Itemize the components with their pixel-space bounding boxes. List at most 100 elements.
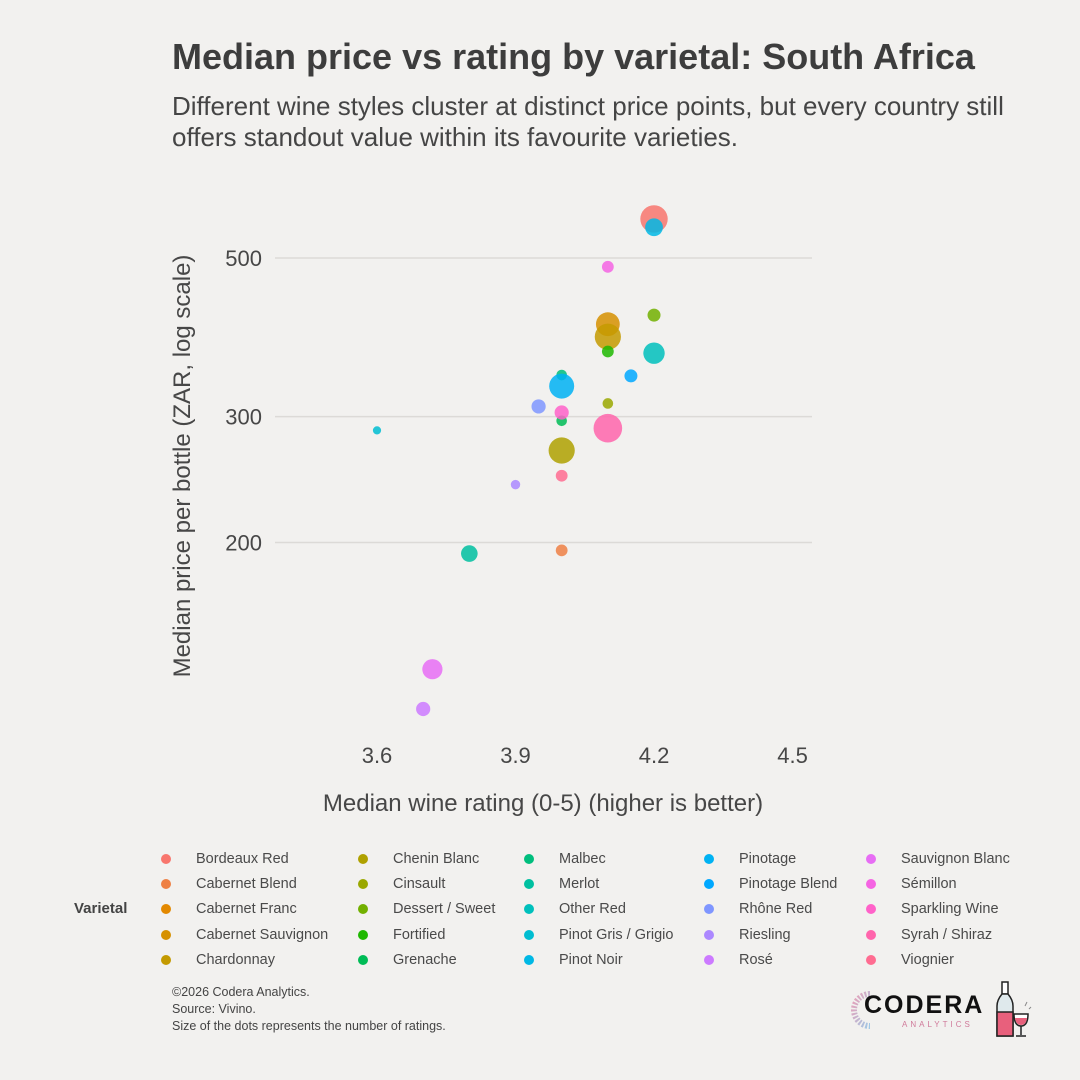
gridlines (275, 257, 812, 544)
legend-label: Cabernet Blend (196, 876, 297, 893)
point-cinsault: Cinsault (602, 398, 614, 409)
legend-label: Grenache (393, 951, 457, 968)
legend-label: Bordeaux Red (196, 851, 289, 867)
legend-item: Grenache (355, 949, 457, 971)
point-dessert-sweet: Dessert / Sweet (647, 308, 661, 322)
legend-label: Riesling (739, 926, 791, 943)
y-tick-label: 500 (225, 246, 262, 271)
legend-swatch (524, 929, 534, 940)
legend-label: Viognier (901, 951, 954, 968)
legend-swatch (358, 879, 368, 890)
legend-swatch (161, 879, 171, 890)
legend-item: Cabernet Sauvignon (158, 924, 328, 946)
point-cabernet-blend: Cabernet Blend (555, 544, 568, 557)
chart-title: Median price vs rating by varietal: Sout… (172, 36, 975, 77)
legend-swatch (866, 954, 876, 965)
size-note-text: Size of the dots represents the number o… (172, 1019, 446, 1033)
x-tick-label: 4.2 (639, 743, 670, 768)
legend-swatch (866, 929, 876, 940)
legend-item: Rhône Red (701, 898, 812, 920)
x-tick-label: 3.6 (362, 743, 393, 768)
y-tick-label: 300 (225, 405, 262, 430)
point-syrah-shiraz: Syrah / Shiraz (593, 413, 623, 443)
legend-label: Rosé (739, 951, 773, 968)
x-tick-labels: 3.6 3.9 4.2 4.5 (362, 743, 808, 768)
legend-swatch (704, 879, 714, 890)
legend-item: Dessert / Sweet (355, 898, 495, 920)
legend-swatch (161, 904, 171, 915)
legend-swatch (704, 929, 714, 940)
logo-swirl-icon (851, 991, 871, 1029)
point-sauvignon-blanc: Sauvignon Blanc (422, 659, 443, 680)
chart-subtitle: Different wine styles cluster at distinc… (172, 91, 1004, 152)
legend-label: Pinot Gris / Grigio (559, 926, 674, 943)
legend-item: Other Red (521, 898, 626, 920)
x-axis-title: Median wine rating (0-5) (higher is bett… (323, 790, 763, 817)
legend-label: Rhône Red (739, 901, 813, 918)
legend-label: Cabernet Sauvignon (196, 926, 329, 943)
legend-item: Syrah / Shiraz (863, 924, 992, 946)
legend-label: Pinot Noir (559, 951, 623, 968)
legend-item: Sémillon (863, 873, 957, 895)
legend-swatch (358, 954, 368, 965)
point-rh-ne-red: Rhône Red (531, 399, 546, 414)
legend-swatch (358, 929, 368, 940)
point-sparkling-wine: Sparkling Wine (554, 405, 569, 420)
legend-swatch (866, 854, 876, 864)
legend-label: Other Red (559, 901, 626, 918)
y-tick-label: 200 (225, 531, 262, 556)
codera-logo: CODERA ANALYTICS (846, 988, 982, 1036)
legend-swatch (358, 854, 368, 864)
legend-swatch (704, 954, 714, 965)
point-chenin-blanc: Chenin Blanc (548, 437, 575, 464)
legend-label: Cinsault (393, 876, 446, 893)
legend-swatch (524, 904, 534, 915)
point-riesling: Riesling (510, 479, 521, 490)
legend-item: Sparkling Wine (863, 898, 999, 920)
legend-swatch (866, 879, 876, 890)
legend-swatch (704, 904, 714, 915)
legend-item: Sauvignon Blanc (863, 848, 1010, 870)
legend-item: Pinot Gris / Grigio (521, 924, 673, 946)
legend-label: Sémillon (901, 876, 957, 893)
legend-swatch (704, 854, 714, 864)
legend-label: Sauvignon Blanc (901, 851, 1010, 867)
legend-item: Rosé (701, 949, 773, 971)
legend-label: Pinotage Blend (739, 876, 838, 893)
legend-label: Chenin Blanc (393, 851, 480, 867)
legend-swatch (161, 929, 171, 940)
legend-label: Pinotage (739, 851, 797, 867)
point-other-red: Other Red (643, 342, 665, 364)
legend-item: Cinsault (355, 873, 445, 895)
legend-item: Cabernet Blend (158, 873, 297, 895)
legend-label: Syrah / Shiraz (901, 926, 993, 943)
legend-label: Cabernet Franc (196, 901, 297, 918)
legend-item: Pinot Noir (521, 949, 623, 971)
legend-item: Pinotage Blend (701, 873, 837, 895)
point-merlot: Merlot (461, 545, 478, 562)
point-viognier: Viognier (555, 469, 568, 482)
point-pinot-noir: Pinot Noir (645, 218, 663, 237)
legend-item: Pinotage (701, 848, 796, 870)
wine-bottle-glass-icon (996, 981, 1032, 1037)
legend-item: Viognier (863, 949, 954, 971)
legend-item: Bordeaux Red (158, 848, 289, 870)
point-ros-: Rosé (416, 701, 431, 717)
legend-swatch (866, 904, 876, 915)
legend-item: Cabernet Franc (158, 898, 297, 920)
legend-swatch (524, 954, 534, 965)
copyright-text: ©2026 Codera Analytics. (172, 985, 310, 999)
logo-name: CODERA (864, 991, 985, 1019)
point-s-millon: Sémillon (601, 260, 614, 273)
legend-swatch (161, 954, 171, 965)
legend-item: Chenin Blanc (355, 848, 479, 870)
point-pinotage: Pinotage (549, 373, 575, 399)
legend-item: Fortified (355, 924, 445, 946)
logo-subtitle: ANALYTICS (902, 1020, 973, 1029)
legend-item: Merlot (521, 873, 599, 895)
legend-label: Dessert / Sweet (393, 901, 496, 918)
legend-label: Merlot (559, 876, 600, 893)
legend-title: Varietal (74, 900, 128, 917)
